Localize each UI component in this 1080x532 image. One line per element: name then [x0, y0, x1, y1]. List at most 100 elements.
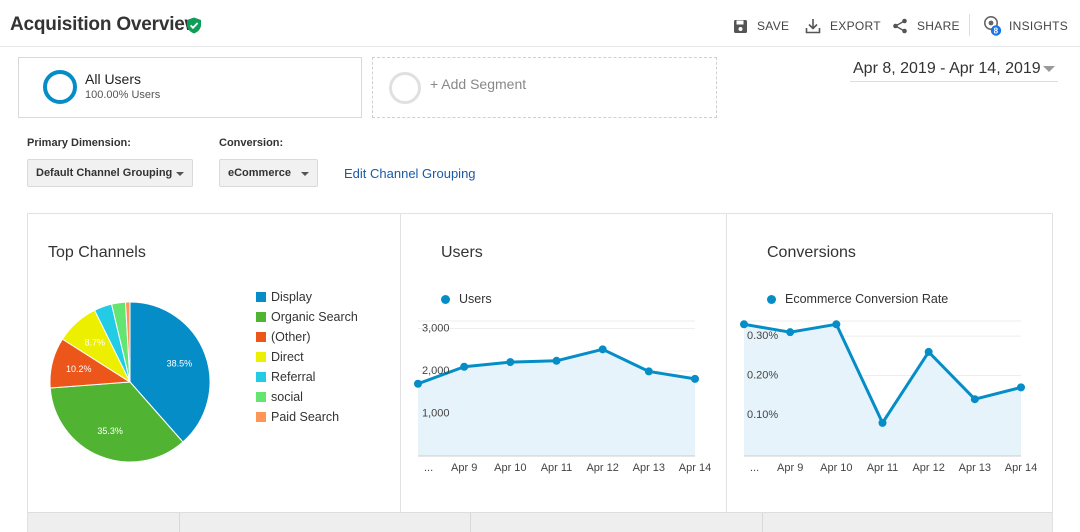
page-header: Acquisition Overview SAVE EXPORT SHARE: [0, 0, 1080, 47]
date-range-text: Apr 8, 2019 - Apr 14, 2019: [853, 60, 1041, 77]
chevron-down-icon: [1043, 66, 1055, 72]
pie-slice-label: 38.5%: [167, 358, 193, 368]
primary-dimension-value: Default Channel Grouping: [36, 167, 173, 179]
data-point[interactable]: [740, 320, 748, 329]
conversion-select[interactable]: eCommerce: [219, 159, 318, 187]
y-tick-label: 0.10%: [747, 409, 778, 421]
segment-all-users[interactable]: All Users 100.00% Users: [18, 57, 362, 118]
pie-legend-label: Direct: [271, 350, 304, 364]
pie-slice-paid-search[interactable]: [124, 301, 131, 383]
data-point[interactable]: [598, 345, 607, 354]
x-tick-label: Apr 14: [1005, 462, 1037, 474]
series-dot-icon: [441, 294, 450, 304]
x-tick-label: Apr 11: [541, 462, 573, 474]
conversion-value: eCommerce: [228, 167, 291, 179]
segment-subtitle: 100.00% Users: [85, 89, 161, 101]
pie-legend-label: Referral: [271, 370, 316, 384]
date-range-picker[interactable]: Apr 8, 2019 - Apr 14, 2019: [850, 58, 1058, 82]
chevron-down-icon: [176, 172, 184, 176]
data-point[interactable]: [414, 379, 422, 388]
data-point[interactable]: [691, 374, 699, 383]
data-point[interactable]: [552, 356, 561, 365]
pie-legend-label: (Other): [271, 330, 311, 344]
primary-dimension-select[interactable]: Default Channel Grouping: [27, 159, 193, 187]
data-point[interactable]: [786, 328, 795, 337]
pie-legend-item[interactable]: Referral: [256, 370, 315, 384]
pie-legend-item[interactable]: social: [256, 390, 303, 404]
data-point[interactable]: [878, 418, 887, 427]
y-tick-label: 0.30%: [747, 330, 778, 342]
pie-slice-display[interactable]: [129, 301, 211, 443]
x-tick-label: Apr 12: [586, 462, 618, 474]
edit-channel-grouping-link[interactable]: Edit Channel Grouping: [344, 166, 476, 181]
x-tick-label: Apr 13: [633, 462, 665, 474]
x-tick-label: Apr 11: [867, 462, 899, 474]
conversion-label: Conversion:: [219, 137, 284, 149]
pie-legend-label: Display: [271, 290, 312, 304]
share-button[interactable]: SHARE: [892, 17, 960, 35]
pie-legend-item[interactable]: Paid Search: [256, 410, 339, 424]
pie-legend-item[interactable]: (Other): [256, 330, 311, 344]
legend-swatch-icon: [256, 392, 266, 402]
x-tick-label: Apr 12: [912, 462, 944, 474]
strip-divider: [762, 513, 763, 532]
y-tick-label: 1,000: [422, 408, 450, 420]
insights-label: INSIGHTS: [1009, 19, 1069, 33]
share-icon: [893, 18, 907, 34]
data-point[interactable]: [924, 347, 933, 356]
conversions-title: Conversions: [767, 244, 856, 261]
legend-swatch-icon: [256, 312, 266, 322]
segment-ring-icon: [43, 70, 77, 104]
users-series-legend: Users: [441, 292, 492, 306]
save-button[interactable]: SAVE: [733, 17, 789, 35]
panel-divider: [726, 213, 727, 512]
legend-swatch-icon: [256, 292, 266, 302]
x-tick-label: Apr 10: [494, 462, 526, 474]
x-tick-label: ...: [750, 462, 759, 474]
x-tick-label: Apr 9: [451, 462, 477, 474]
strip-divider: [179, 513, 180, 532]
insights-icon: 8: [984, 16, 1002, 36]
data-point[interactable]: [644, 367, 653, 376]
data-point[interactable]: [506, 358, 515, 367]
x-tick-label: Apr 13: [959, 462, 991, 474]
table-header-strip: [28, 512, 1052, 532]
users-title: Users: [441, 244, 483, 261]
pie-legend-label: social: [271, 390, 303, 404]
y-tick-label: 0.20%: [747, 370, 778, 382]
pie-legend-label: Organic Search: [271, 310, 358, 324]
users-line-chart[interactable]: 1,000 2,000 3,000... Apr 9 Apr 10 Apr 11 Apr 1…: [405, 310, 723, 480]
segment-name: All Users: [85, 71, 142, 87]
x-tick-label: ...: [424, 462, 433, 474]
add-segment-button[interactable]: + Add Segment: [372, 57, 717, 118]
primary-dimension-label: Primary Dimension:: [27, 137, 131, 149]
legend-swatch-icon: [256, 332, 266, 342]
y-tick-label: 2,000: [422, 365, 450, 377]
panel-divider: [400, 213, 401, 512]
pie-legend-item[interactable]: Direct: [256, 350, 304, 364]
save-label: SAVE: [757, 19, 790, 33]
empty-segment-ring-icon: [389, 72, 421, 104]
export-button[interactable]: EXPORT: [805, 17, 881, 35]
series-dot-icon: [767, 294, 776, 304]
series-area: [744, 324, 1021, 456]
data-point[interactable]: [1017, 383, 1025, 392]
data-point[interactable]: [832, 320, 841, 329]
toolbar-divider: [969, 14, 970, 36]
conversions-line-chart[interactable]: 0.10% 0.20% 0.30%... Apr 9 Apr 10 Apr 11 Apr 1…: [731, 310, 1049, 480]
x-tick-label: Apr 14: [679, 462, 711, 474]
pie-legend-item[interactable]: Display: [256, 290, 312, 304]
data-point[interactable]: [970, 395, 979, 404]
top-channels-pie-chart[interactable]: 38.5% 35.3% 10.2% 8.7%: [40, 292, 220, 472]
save-icon: [734, 19, 747, 33]
data-point[interactable]: [460, 362, 469, 371]
pie-legend-item[interactable]: Organic Search: [256, 310, 358, 324]
legend-swatch-icon: [256, 372, 266, 382]
legend-swatch-icon: [256, 352, 266, 362]
insights-button[interactable]: 8 INSIGHTS: [983, 16, 1069, 36]
x-tick-label: Apr 10: [820, 462, 852, 474]
pie-slice-label: 35.3%: [97, 426, 123, 436]
add-segment-label: + Add Segment: [430, 76, 527, 92]
pie-slice-organic-search[interactable]: [49, 381, 184, 463]
strip-divider: [470, 513, 471, 532]
